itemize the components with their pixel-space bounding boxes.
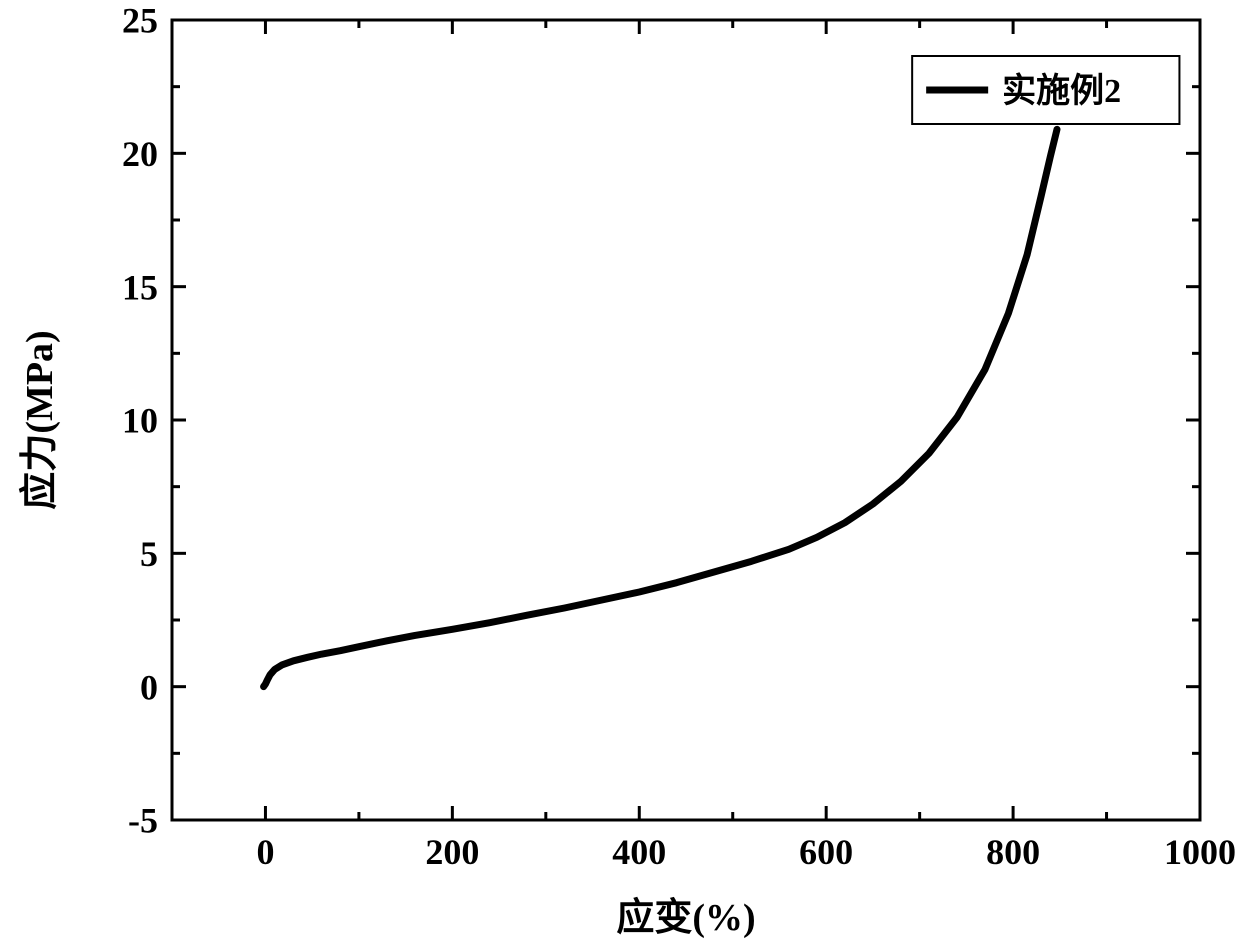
y-tick-label: 10 bbox=[122, 401, 158, 441]
x-axis-label: 应变(%) bbox=[616, 897, 755, 939]
y-tick-label: 0 bbox=[140, 667, 158, 707]
y-tick-label: 20 bbox=[122, 134, 158, 174]
y-tick-label: 5 bbox=[140, 534, 158, 574]
x-tick-label: 0 bbox=[256, 832, 274, 872]
y-axis-label: 应力(MPa) bbox=[19, 330, 61, 509]
chart-svg: 0 200 400 600 800 1000 -5 0 5 10 15 20 25 应变(%) 应力(MPa… bbox=[0, 0, 1240, 943]
x-tick-label: 600 bbox=[799, 832, 853, 872]
y-tick-label: -5 bbox=[128, 801, 158, 841]
legend-label: 实施例2 bbox=[1002, 72, 1121, 110]
y-tick-label: 15 bbox=[122, 267, 158, 307]
x-tick-label: 1000 bbox=[1164, 832, 1236, 872]
x-tick-label: 400 bbox=[612, 832, 666, 872]
y-tick-label: 25 bbox=[122, 1, 158, 41]
x-tick-label: 800 bbox=[986, 832, 1040, 872]
stress-strain-chart: 0 200 400 600 800 1000 -5 0 5 10 15 20 25 应变(%) 应力(MPa… bbox=[0, 0, 1240, 943]
x-tick-label: 200 bbox=[425, 832, 479, 872]
